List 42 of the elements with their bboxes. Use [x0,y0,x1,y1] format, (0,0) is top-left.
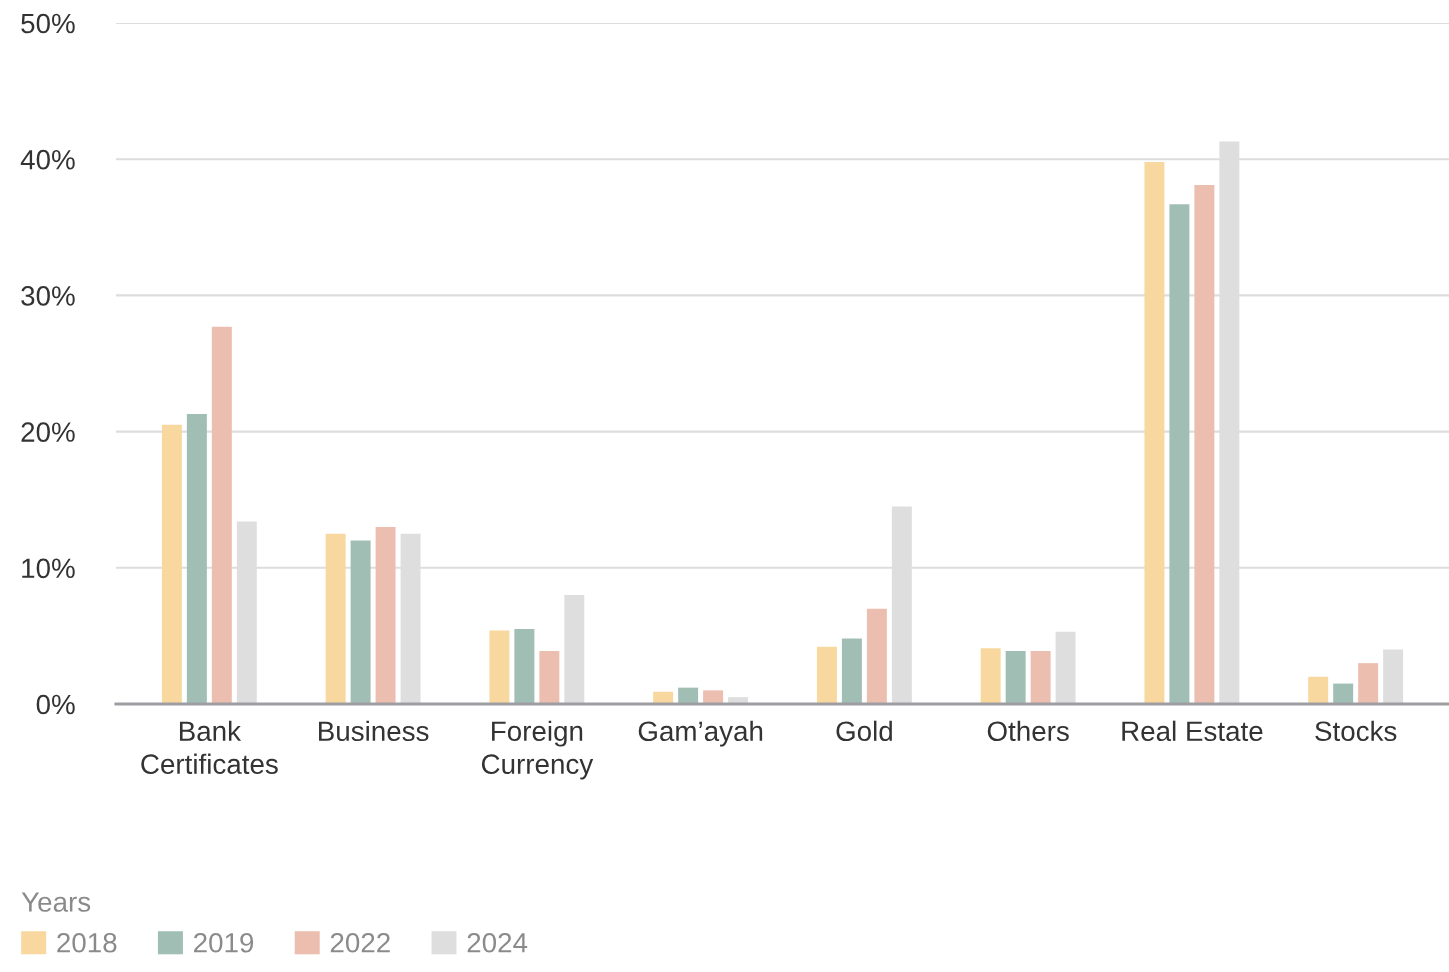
bar [211,326,232,704]
x-tick-label: Foreign Currency [481,720,594,780]
y-tick-label: 30% [21,286,75,306]
x-tick-label: Gam’ayah [638,720,763,747]
bar [1358,663,1379,704]
bar [186,413,207,704]
legend-label: 2022 [330,932,390,953]
x-tick-label: Stocks [1315,720,1397,742]
y-tick-label: 0% [36,694,75,715]
bar [161,424,182,704]
y-tick-label: 40% [20,149,75,170]
y-tick-label: 20% [21,422,75,442]
legend-label: 2024 [467,932,528,953]
legend-title: Years [21,892,91,912]
bar [1030,650,1051,704]
x-tick-label: Bank Certificates [141,720,278,775]
bar [325,533,346,704]
legend-label: 2019 [194,932,254,953]
y-tick-label: 10% [22,558,75,579]
bar [375,526,396,704]
bar [1383,649,1404,704]
x-tick-label: Others [987,720,1069,742]
bar [841,638,862,704]
bar [514,629,535,704]
y-tick-label: 50% [21,13,75,34]
bar [1144,161,1165,704]
bar [1005,650,1026,704]
x-tick-label: Gold [836,720,892,742]
bar [564,595,585,704]
bar [816,646,837,704]
bar [1308,676,1329,704]
legend-label: 2018 [57,932,117,953]
bar [866,608,887,704]
bar [539,650,560,704]
bar [980,648,1001,704]
bar [1169,204,1190,704]
x-tick-label: Real Estate [1122,720,1263,742]
x-tick-label: Business [319,720,429,742]
bar [489,630,510,704]
bar [1194,185,1215,704]
bar [1055,631,1076,704]
bar [350,540,371,704]
